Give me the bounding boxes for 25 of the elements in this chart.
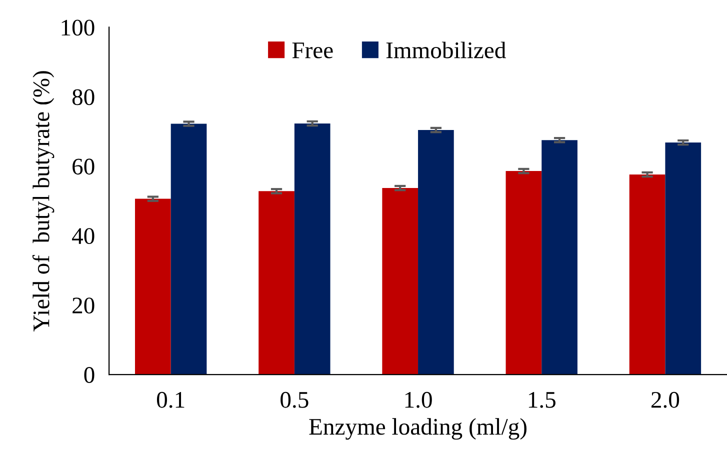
x-axis-title: Enzyme loading (ml/g): [309, 418, 526, 440]
y-tick-label: 40: [72, 228, 94, 244]
x-tick-label: 0.5: [280, 392, 308, 408]
bar: [382, 188, 418, 375]
x-tick-label: 2.0: [651, 392, 680, 408]
x-tick-label: 1.5: [528, 392, 556, 408]
bar: [170, 124, 207, 375]
bar: [506, 171, 542, 375]
x-tick-label: 0.1: [156, 392, 184, 408]
bar: [294, 123, 330, 375]
y-tick-label: 60: [72, 158, 94, 175]
y-axis-title: Yield of butyl butyrate (%): [32, 71, 54, 332]
bar: [135, 198, 171, 375]
legend-label: Immobilized: [386, 42, 506, 58]
bar: [629, 174, 666, 375]
legend-label: Free: [292, 42, 333, 58]
bar: [542, 140, 578, 375]
bar: [258, 191, 294, 375]
x-tick-label: 1.0: [405, 392, 432, 408]
bar: [418, 130, 454, 375]
y-tick-label: 80: [72, 89, 94, 106]
y-tick-label: 0: [84, 367, 94, 383]
y-tick-label: 100: [62, 20, 94, 36]
bar: [665, 142, 702, 375]
y-tick-label: 20: [72, 298, 94, 314]
